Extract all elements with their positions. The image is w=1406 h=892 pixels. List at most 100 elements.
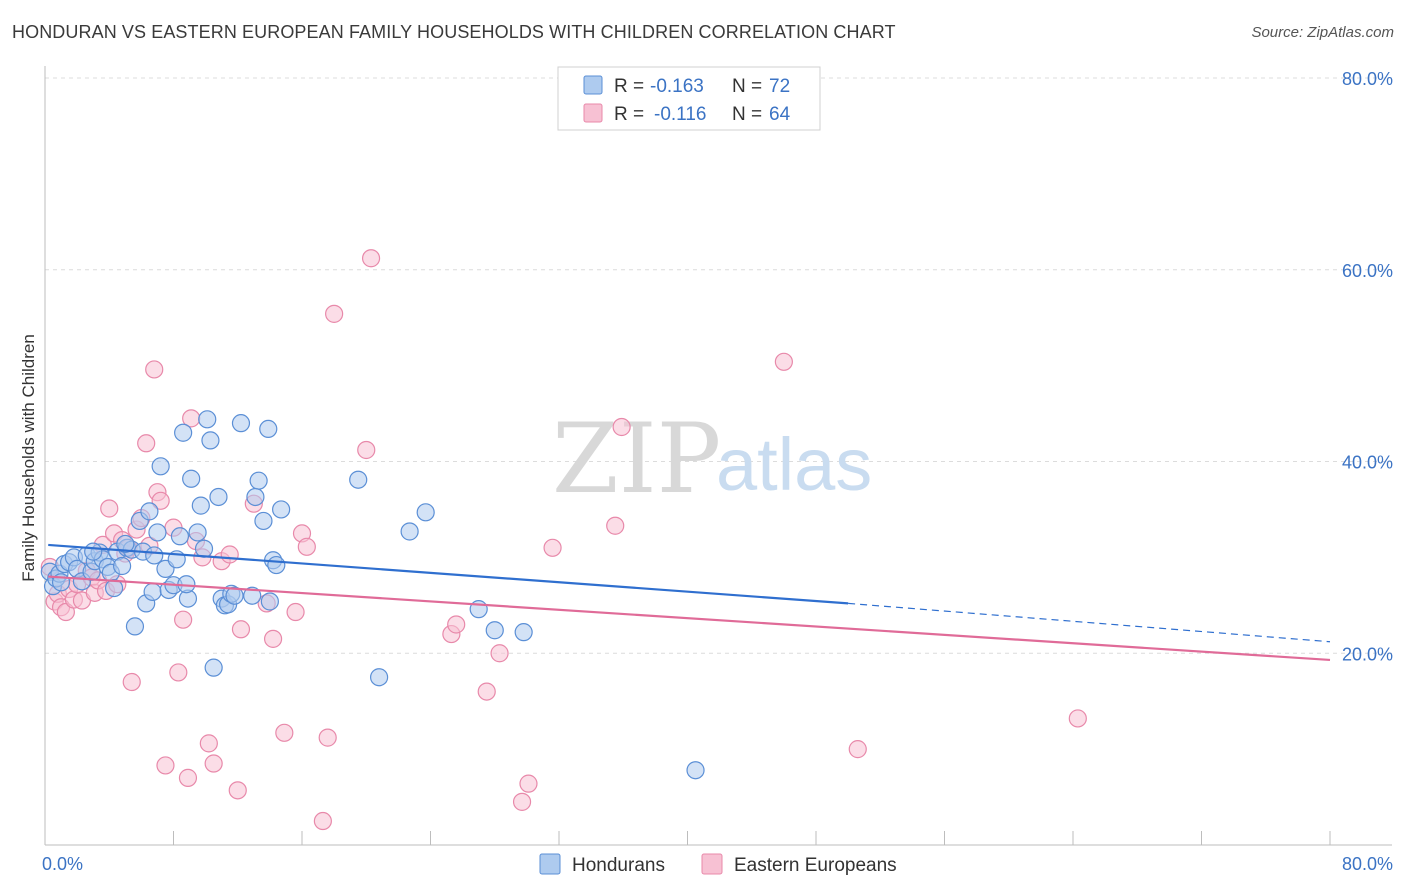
point-eastern-europeans	[357, 440, 376, 460]
point-eastern-europeans	[174, 610, 193, 629]
point-eastern-europeans	[325, 304, 344, 323]
point-eastern-europeans	[231, 620, 251, 639]
point-hondurans	[116, 534, 135, 554]
point-eastern-europeans	[204, 754, 223, 773]
grid-lines	[45, 77, 1392, 654]
legend-swatch-hondurans	[583, 75, 603, 95]
axes	[44, 66, 1392, 846]
point-hondurans	[231, 414, 251, 433]
point-hondurans	[514, 623, 533, 642]
point-eastern-europeans	[318, 728, 337, 747]
series-legend: Hondurans Eastern Europeans	[539, 853, 897, 876]
point-eastern-europeans	[612, 417, 631, 437]
point-hondurans	[686, 761, 705, 780]
x-tick-label: 0.0%	[42, 854, 83, 874]
point-eastern-europeans	[297, 537, 316, 556]
trend-line-hondurans-extension	[848, 602, 1331, 643]
point-hondurans	[170, 527, 190, 546]
y-tick-label: 60.0%	[1342, 261, 1393, 281]
point-hondurans	[249, 471, 268, 490]
point-hondurans	[243, 586, 262, 605]
point-eastern-europeans	[774, 352, 793, 371]
x-tick-label: 80.0%	[1342, 854, 1393, 874]
watermark-atlas: atlas	[716, 423, 872, 506]
legend-n-value-eastern-europeans: 64	[769, 104, 791, 125]
series-legend-label-hondurans: Hondurans	[572, 855, 665, 876]
point-hondurans	[209, 487, 228, 507]
point-eastern-europeans	[512, 792, 532, 811]
point-hondurans	[349, 470, 368, 489]
series-legend-swatch-hondurans	[539, 853, 561, 875]
point-hondurans	[143, 582, 162, 601]
watermark-zip: ZIP	[552, 403, 721, 515]
point-hondurans	[260, 592, 279, 611]
point-eastern-europeans	[275, 723, 294, 742]
series-legend-swatch-eastern-europeans	[701, 853, 723, 875]
point-hondurans	[225, 586, 244, 605]
y-axis-title: Family Households with Children	[19, 334, 38, 582]
point-eastern-europeans	[361, 249, 381, 268]
point-hondurans	[254, 511, 273, 531]
point-eastern-europeans	[519, 774, 538, 793]
point-eastern-europeans	[156, 756, 175, 775]
point-hondurans	[246, 487, 265, 507]
point-eastern-europeans	[848, 740, 867, 759]
legend-swatch-eastern-europeans	[583, 103, 603, 123]
point-eastern-europeans	[122, 672, 141, 692]
point-hondurans	[84, 542, 103, 561]
point-hondurans	[140, 502, 159, 521]
point-hondurans	[370, 668, 389, 687]
point-hondurans	[194, 539, 214, 558]
point-hondurans	[145, 546, 164, 565]
y-tick-label: 80.0%	[1342, 69, 1393, 89]
point-hondurans	[267, 555, 286, 575]
point-eastern-europeans	[220, 545, 239, 564]
point-hondurans	[191, 496, 210, 515]
point-eastern-europeans	[228, 781, 247, 800]
point-hondurans	[182, 469, 201, 488]
tick-labels: 20.0% 40.0% 60.0% 80.0% 0.0% 80.0%	[42, 69, 1393, 874]
legend-n-value-hondurans: 72	[769, 76, 790, 97]
point-eastern-europeans	[178, 768, 198, 787]
data-points	[40, 249, 1087, 831]
point-hondurans	[259, 419, 278, 439]
point-hondurans	[104, 578, 124, 598]
point-hondurans	[485, 621, 504, 640]
trend-lines	[48, 543, 1331, 662]
point-hondurans	[204, 658, 223, 677]
y-tick-label: 20.0%	[1342, 644, 1393, 664]
point-hondurans	[125, 617, 145, 636]
point-eastern-europeans	[199, 734, 218, 753]
point-eastern-europeans	[447, 615, 466, 634]
trend-line-hondurans	[48, 543, 849, 605]
point-eastern-europeans	[145, 360, 164, 379]
point-hondurans	[148, 523, 167, 542]
legend-r-label-eastern-europeans: R =	[614, 104, 644, 125]
point-eastern-europeans	[286, 602, 305, 622]
point-hondurans	[201, 431, 220, 450]
point-hondurans	[112, 556, 132, 576]
point-hondurans	[151, 457, 170, 476]
point-eastern-europeans	[263, 629, 283, 648]
point-eastern-europeans	[1068, 709, 1087, 728]
point-eastern-europeans	[313, 811, 332, 831]
point-eastern-europeans	[100, 499, 119, 518]
trend-line-eastern-europeans	[48, 575, 1331, 662]
point-eastern-europeans	[477, 682, 496, 701]
point-hondurans	[400, 522, 419, 541]
legend-r-label-hondurans: R =	[614, 76, 644, 97]
point-hondurans	[198, 410, 217, 429]
legend-n-label-eastern-europeans: N =	[732, 104, 762, 125]
series-legend-label-eastern-europeans: Eastern Europeans	[734, 855, 897, 876]
point-eastern-europeans	[606, 516, 625, 535]
legend-r-value-hondurans: -0.163	[650, 76, 704, 97]
point-hondurans	[416, 503, 435, 522]
chart-title: HONDURAN VS EASTERN EUROPEAN FAMILY HOUS…	[12, 22, 896, 42]
point-eastern-europeans	[151, 491, 170, 510]
point-eastern-europeans	[169, 663, 188, 682]
point-hondurans	[272, 500, 291, 519]
point-eastern-europeans	[490, 644, 509, 663]
legend-r-value-eastern-europeans: -0.116	[654, 104, 706, 125]
point-eastern-europeans	[543, 538, 562, 557]
